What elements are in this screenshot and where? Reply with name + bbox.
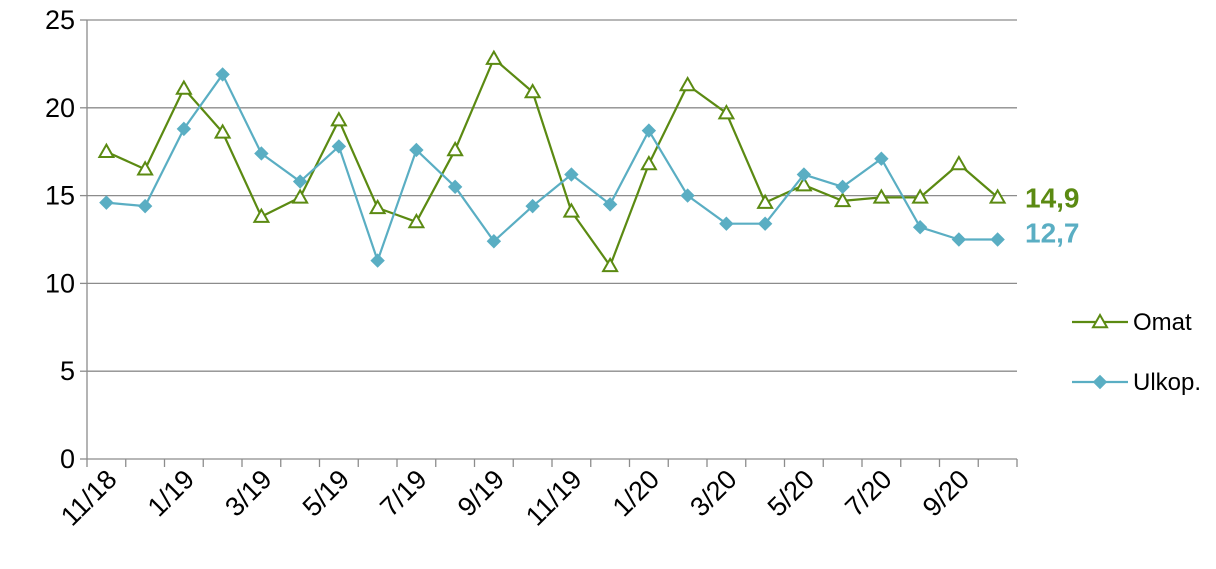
y-tick-label: 10	[45, 268, 75, 298]
x-tick-label: 1/20	[607, 464, 665, 522]
data-point	[485, 49, 503, 65]
data-point	[912, 220, 928, 235]
legend-marker	[1091, 312, 1109, 329]
legend: Omat Ulkop.	[1072, 309, 1201, 396]
data-point	[640, 154, 658, 171]
x-tick-label: 7/19	[374, 464, 432, 522]
x-tick-label: 3/20	[684, 464, 742, 522]
data-point	[331, 139, 347, 154]
y-tick-label: 5	[60, 356, 75, 386]
data-point	[215, 67, 230, 82]
end-value-label: 14,9	[1025, 182, 1080, 213]
data-point	[874, 151, 889, 166]
y-tick-label: 25	[45, 5, 75, 35]
x-tick-label: 7/20	[839, 464, 897, 522]
data-point	[757, 216, 773, 231]
legend-marker	[1092, 374, 1108, 390]
data-point	[175, 79, 193, 95]
data-point	[137, 198, 153, 214]
y-tick-label: 15	[45, 181, 75, 211]
x-tick-label: 9/20	[917, 464, 975, 522]
data-point	[796, 167, 812, 182]
data-point	[678, 75, 697, 92]
x-tick-label: 3/19	[219, 464, 277, 522]
data-point	[486, 234, 502, 249]
data-point	[872, 188, 891, 204]
gridlines	[87, 19, 1017, 372]
data-point	[447, 179, 463, 195]
data-point	[717, 104, 736, 120]
data-point	[601, 256, 619, 273]
data-point	[988, 188, 1007, 204]
data-point	[330, 111, 348, 127]
data-point	[564, 167, 579, 182]
data-point	[990, 232, 1005, 247]
data-point	[370, 253, 385, 268]
data-point	[562, 202, 581, 218]
x-tick-label: 9/19	[452, 464, 510, 522]
series-line	[105, 57, 999, 267]
data-point	[950, 154, 968, 171]
end-labels: 14,9 12,7	[1025, 182, 1080, 248]
data-point	[99, 195, 114, 210]
data-point	[97, 142, 116, 158]
data-point	[525, 198, 540, 214]
legend-label: Ulkop.	[1133, 369, 1201, 396]
data-point	[407, 212, 426, 229]
series-ulkop	[99, 67, 1005, 268]
data-point	[368, 198, 387, 215]
data-point	[176, 121, 192, 137]
data-point	[523, 82, 542, 99]
y-tick-label: 20	[45, 93, 75, 123]
x-tick-label: 1/19	[142, 464, 200, 522]
legend-item: Ulkop.	[1072, 369, 1201, 396]
series-omat	[97, 49, 1007, 273]
axes	[80, 19, 1018, 467]
series	[97, 49, 1007, 273]
data-point	[409, 142, 424, 158]
legend-label: Omat	[1133, 309, 1192, 336]
series-line	[106, 73, 998, 262]
data-point	[911, 188, 929, 204]
data-point	[252, 207, 271, 223]
data-point	[756, 193, 774, 209]
x-tick-labels: 11/18 1/19 3/19 5/19 7/19 9/19 11/19 1/20 3/20 5/…	[55, 464, 975, 532]
data-point	[602, 197, 618, 212]
x-tick-label: 11/19	[520, 464, 588, 532]
y-tick-label: 0	[60, 444, 75, 474]
data-point	[833, 191, 852, 208]
y-tick-labels: 0 5 10 15 20 25	[45, 5, 75, 474]
data-point	[951, 232, 967, 247]
x-tick-label: 5/19	[297, 464, 355, 522]
x-tick-label: 5/20	[762, 464, 820, 522]
data-point	[719, 216, 734, 231]
data-point	[641, 123, 657, 138]
data-point	[254, 146, 269, 161]
data-point	[835, 179, 850, 195]
data-point	[136, 160, 154, 176]
end-value-label: 12,7	[1025, 218, 1080, 249]
data-point	[680, 188, 695, 203]
x-tick-label: 11/18	[55, 464, 123, 532]
data-point	[292, 174, 308, 189]
data-point	[446, 140, 464, 157]
legend-item: Omat	[1072, 309, 1192, 336]
data-point	[213, 123, 232, 139]
data-point	[291, 188, 309, 204]
data-point	[795, 176, 813, 192]
